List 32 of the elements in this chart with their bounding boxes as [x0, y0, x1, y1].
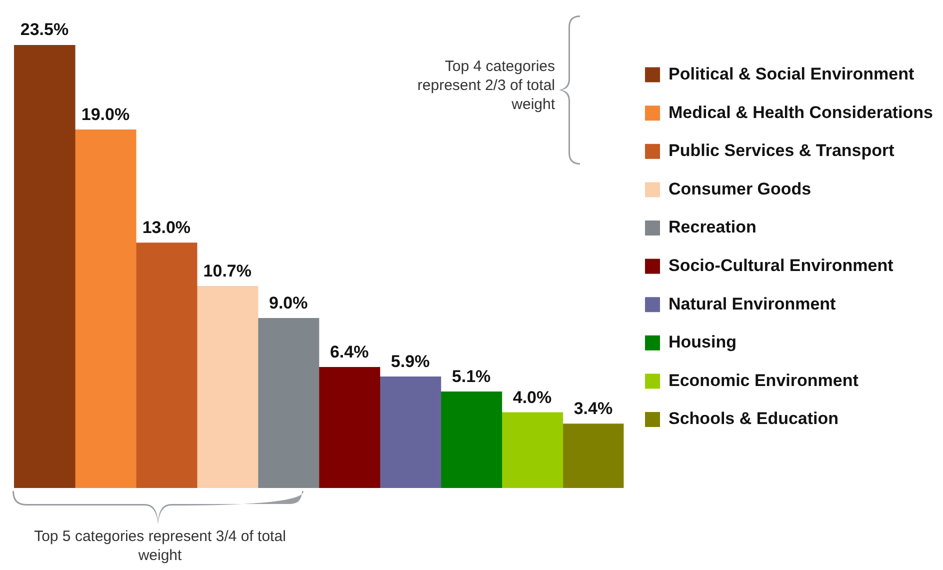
legend-label: Medical & Health Considerations — [668, 102, 934, 122]
text: Top 5 categories represent 3/4 of total weight — [33, 527, 287, 565]
bar — [136, 242, 198, 488]
bar — [318, 367, 380, 488]
bar — [379, 376, 442, 488]
data-label: 3.4% — [574, 399, 613, 418]
bar — [258, 318, 320, 488]
data-label: 6.4% — [330, 342, 369, 362]
legend-label: Natural Environment — [668, 294, 836, 314]
legend-label: Economic Environment — [668, 370, 859, 390]
data-label: 5.1% — [452, 367, 491, 386]
bar — [562, 424, 624, 488]
bar — [196, 286, 258, 488]
data-label: 9.0% — [268, 294, 308, 313]
data-label: 23.5% — [20, 20, 69, 40]
data-label: 5.9% — [390, 352, 430, 371]
bar — [501, 412, 564, 488]
data-label: 13.0% — [142, 218, 191, 238]
data-label: 4.0% — [512, 388, 552, 407]
legend-label: Housing — [668, 332, 737, 352]
annotation: Top 4 categories represent 2/3 of total weight — [416, 57, 555, 114]
legend-label: Recreation — [668, 218, 756, 237]
bar — [440, 392, 502, 488]
legend-label: Public Services & Transport — [668, 141, 895, 160]
data-label: 10.7% — [203, 261, 252, 280]
bar — [14, 45, 76, 488]
data-label: 19.0% — [81, 105, 130, 124]
legend-label: Socio-Cultural Environment — [668, 256, 894, 275]
bar — [74, 130, 136, 488]
legend-label: Political & Social Environment — [668, 64, 914, 84]
legend-label: Consumer Goods — [668, 179, 812, 198]
legend-label: Schools & Education — [668, 409, 839, 428]
